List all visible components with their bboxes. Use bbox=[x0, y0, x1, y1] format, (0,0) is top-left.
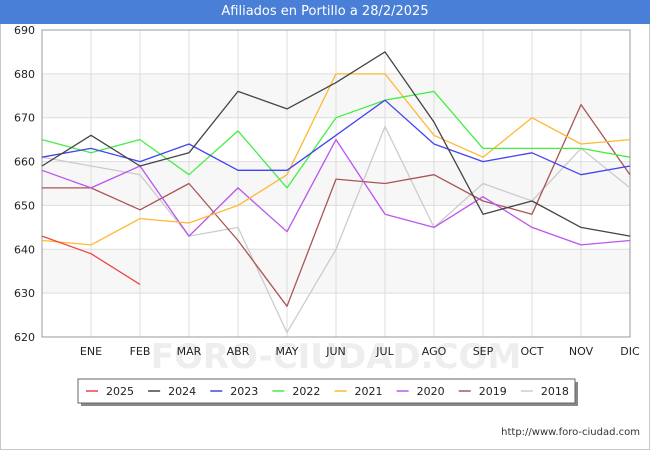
x-tick-label: ABR bbox=[227, 345, 250, 358]
x-tick-label: ENE bbox=[80, 345, 102, 358]
y-tick-label: 630 bbox=[14, 287, 35, 300]
series-line-2022 bbox=[41, 90, 631, 189]
x-tick-label: AGO bbox=[422, 345, 447, 358]
y-tick-label: 650 bbox=[14, 199, 35, 212]
x-tick-label: SEP bbox=[473, 345, 494, 358]
x-tick-label: MAY bbox=[276, 345, 299, 358]
chart-title: Afiliados en Portillo a 28/2/2025 bbox=[0, 0, 650, 24]
y-tick-label: 640 bbox=[14, 243, 35, 256]
legend-label-2018: 2018 bbox=[541, 385, 569, 398]
legend-label-2022: 2022 bbox=[292, 385, 320, 398]
x-tick-label: JUL bbox=[375, 345, 394, 358]
watermark: FORO-CIUDAD.COM bbox=[151, 337, 522, 377]
series-line-2024 bbox=[41, 51, 631, 237]
x-tick-label: NOV bbox=[569, 345, 594, 358]
y-tick-label: 660 bbox=[14, 156, 35, 169]
legend-label-2024: 2024 bbox=[168, 385, 196, 398]
source-url[interactable]: http://www.foro-ciudad.com bbox=[501, 427, 640, 438]
legend-label-2019: 2019 bbox=[479, 385, 507, 398]
y-tick-label: 670 bbox=[14, 112, 35, 125]
series-line-2025 bbox=[41, 235, 141, 285]
legend-label-2021: 2021 bbox=[355, 385, 383, 398]
legend-label-2020: 2020 bbox=[417, 385, 445, 398]
y-tick-label: 690 bbox=[14, 24, 35, 37]
series-line-2021 bbox=[41, 73, 631, 246]
x-tick-label: FEB bbox=[130, 345, 151, 358]
plot-border bbox=[41, 29, 631, 338]
y-tick-label: 620 bbox=[14, 331, 35, 344]
legend-label-2023: 2023 bbox=[230, 385, 258, 398]
y-tick-label: 680 bbox=[14, 68, 35, 81]
legend-box bbox=[77, 378, 576, 404]
series-line-2019 bbox=[42, 103, 631, 307]
series-line-2023 bbox=[41, 99, 631, 176]
legend-label-2025: 2025 bbox=[106, 385, 134, 398]
x-tick-label: DIC bbox=[620, 345, 640, 358]
x-tick-label: MAR bbox=[177, 345, 202, 358]
x-tick-label: JUN bbox=[325, 345, 346, 358]
x-tick-label: OCT bbox=[520, 345, 543, 358]
